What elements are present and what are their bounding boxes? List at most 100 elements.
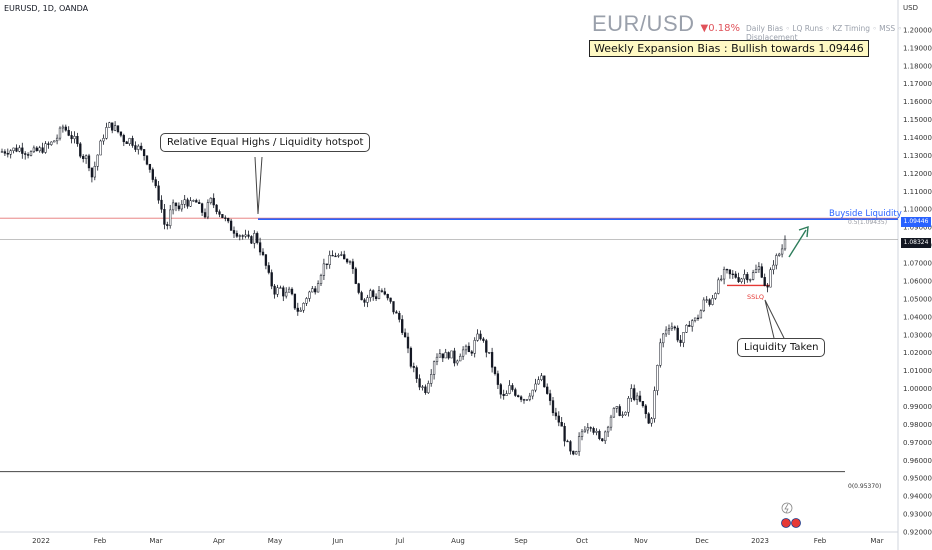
candle-body (691, 320, 694, 327)
x-tick-label: Sep (514, 537, 528, 545)
candle-body (659, 342, 662, 366)
candle-body (456, 360, 459, 364)
candle-body (26, 154, 30, 156)
candle-body (116, 125, 120, 133)
candle-body (169, 209, 172, 226)
candle-body (537, 379, 540, 385)
candle-body (195, 200, 198, 203)
candle-body (82, 155, 85, 159)
x-tick-label: Aug (451, 537, 465, 545)
candle-body (319, 275, 323, 284)
candle-body (740, 278, 743, 282)
candle-body (496, 373, 500, 385)
y-tick-label: 0.93000 (903, 511, 932, 519)
candle-body (163, 209, 166, 225)
candle-body (702, 299, 705, 312)
candle-body (212, 197, 215, 206)
x-tick-label: Feb (814, 537, 827, 545)
candle-body (47, 143, 50, 145)
buyside-price-tag: 1.09446 (901, 217, 931, 227)
candle-body (554, 412, 558, 417)
candle-body (392, 301, 395, 313)
candle-body (635, 395, 639, 400)
candle-body (572, 450, 575, 455)
candle-body (749, 279, 752, 281)
candle-body (743, 274, 746, 280)
candle-body (372, 290, 375, 297)
candle-body (693, 317, 697, 321)
candle-body (699, 310, 703, 319)
candle-body (682, 332, 685, 343)
candle-body (650, 418, 653, 424)
candle-body (424, 386, 427, 393)
candle-body (137, 145, 140, 150)
candle-body (734, 273, 737, 278)
candle-body (609, 416, 613, 428)
candle-body (778, 253, 781, 256)
y-tick-label: 0.99000 (903, 403, 932, 411)
y-tick-label: 1.18000 (903, 62, 932, 70)
candle-body (517, 395, 520, 397)
candle-body (192, 200, 195, 202)
candle-body (615, 406, 618, 409)
candle-body (583, 429, 587, 433)
candle-body (76, 136, 79, 145)
candle-body (363, 299, 366, 303)
candle-body (398, 312, 401, 320)
candle-body (253, 233, 256, 244)
candle-body (29, 151, 33, 156)
candle-body (548, 393, 552, 401)
candle-body (438, 353, 442, 358)
candle-body (598, 430, 601, 439)
candle-body (99, 140, 102, 156)
candle-body (250, 236, 253, 244)
candle-body (331, 254, 334, 257)
candle-body (345, 258, 349, 263)
candle-body (711, 298, 714, 305)
y-tick-label: 1.06000 (903, 277, 932, 285)
candle-body (366, 297, 369, 303)
candle-body (53, 140, 56, 143)
candle-body (737, 277, 740, 282)
y-tick-label: 1.17000 (903, 80, 932, 88)
pair-title: EUR/USD (592, 11, 695, 36)
candle-body (714, 293, 717, 299)
candle-body (177, 205, 181, 210)
candle-body (108, 122, 111, 128)
candle-body (688, 324, 691, 327)
candle-body (754, 269, 758, 273)
candle-body (24, 153, 27, 155)
candle-body (151, 169, 154, 180)
candle-body (238, 235, 241, 237)
candle-body (630, 388, 633, 399)
callout-equal-highs: Relative Equal Highs / Liquidity hotspot (160, 133, 371, 152)
candle-body (145, 155, 149, 165)
candle-body (525, 399, 529, 401)
change-percent: ▼0.18% (700, 23, 740, 34)
x-tick-label: Feb (94, 537, 107, 545)
candle-body (485, 340, 488, 353)
candle-body (676, 327, 679, 341)
candle-body (467, 345, 471, 353)
candle-body (670, 326, 674, 329)
candle-body (662, 333, 665, 344)
y-tick-label: 1.14000 (903, 134, 932, 142)
y-tick-label: 1.15000 (903, 116, 932, 124)
candle-body (595, 430, 598, 433)
candle-body (606, 426, 610, 433)
x-tick-label: Apr (213, 537, 225, 545)
candle-body (601, 438, 604, 442)
candle-body (351, 261, 355, 270)
candle-body (229, 220, 233, 231)
candle-body (174, 202, 178, 207)
candle-body (633, 388, 636, 400)
bias-box: Weekly Expansion Bias : Bullish towards … (589, 40, 869, 57)
candle-body (685, 324, 688, 333)
last-price-tag: 1.08324 (901, 238, 931, 248)
candle-body (316, 283, 320, 293)
candle-body (244, 234, 247, 237)
candle-body (348, 261, 352, 263)
candle-body (720, 278, 723, 281)
candle-body (499, 384, 502, 395)
